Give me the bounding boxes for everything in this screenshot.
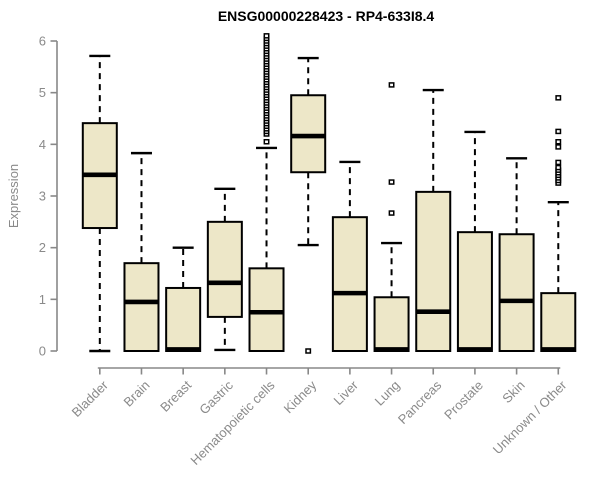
boxplot-brain	[123, 151, 160, 352]
boxplot-lung	[373, 82, 410, 352]
y-tick-label: 2	[39, 240, 46, 255]
y-tick-label: 3	[39, 189, 46, 204]
outlier-point	[555, 95, 562, 101]
boxplot-skin	[498, 157, 535, 353]
outlier-point	[555, 144, 562, 150]
y-tick-label: 5	[39, 85, 46, 100]
y-tick-label: 0	[39, 344, 46, 359]
boxplot-unknown-other	[540, 95, 577, 352]
outlier-point	[388, 179, 395, 185]
box	[290, 94, 327, 174]
box	[498, 233, 535, 353]
category-label: Gastric	[196, 377, 236, 417]
box	[331, 216, 368, 352]
outlier-point	[388, 210, 395, 216]
chart-title: ENSG00000228423 - RP4-633I8.4	[217, 8, 435, 24]
outlier-point	[263, 139, 270, 145]
boxplots	[81, 33, 577, 354]
category-label: Pancreas	[395, 377, 445, 427]
category-label: Skin	[499, 378, 527, 406]
outlier-point	[555, 159, 562, 166]
category-label: Prostate	[441, 378, 486, 423]
boxplot-gastric	[206, 187, 243, 352]
box	[540, 292, 577, 352]
outlier-point	[305, 348, 312, 354]
boxplot-hematopoietic-cells	[248, 33, 285, 353]
y-tick-label: 1	[39, 292, 46, 307]
box	[415, 190, 452, 352]
category-label: Kidney	[281, 377, 320, 416]
box	[123, 262, 160, 352]
boxplot-kidney	[290, 56, 327, 354]
box	[456, 231, 493, 353]
category-label: Breast	[157, 377, 194, 414]
category-label: Bladder	[69, 377, 112, 420]
box	[165, 286, 202, 353]
outlier-point	[555, 139, 562, 145]
category-label: Unknown / Other	[490, 377, 570, 457]
outlier-point	[555, 164, 562, 171]
boxplot-breast	[165, 246, 202, 353]
box	[206, 220, 243, 318]
y-axis-label: Expression	[6, 164, 21, 228]
outlier-point	[388, 82, 395, 88]
category-label: Brain	[121, 378, 153, 410]
outlier-point	[555, 128, 562, 135]
boxplot-pancreas	[415, 88, 452, 352]
category-label: Lung	[372, 378, 403, 409]
y-tick-label: 4	[39, 137, 46, 152]
category-label: Liver	[330, 377, 361, 408]
boxplot-prostate	[456, 130, 493, 353]
box	[248, 267, 285, 353]
boxplot-liver	[331, 160, 368, 352]
box	[373, 296, 410, 352]
y-tick-label: 6	[39, 34, 46, 49]
boxplot-bladder	[81, 54, 118, 353]
outlier-point	[263, 33, 270, 39]
